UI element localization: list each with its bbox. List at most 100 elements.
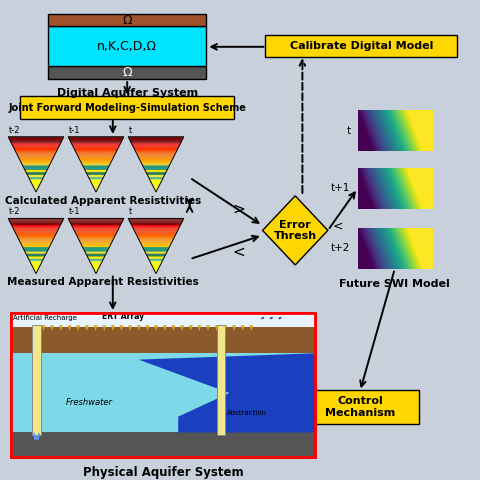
- Polygon shape: [26, 254, 46, 256]
- Bar: [48, 26, 206, 66]
- Polygon shape: [78, 237, 114, 238]
- Text: Calculated Apparent Resistivities: Calculated Apparent Resistivities: [5, 196, 201, 206]
- Polygon shape: [150, 262, 162, 263]
- Polygon shape: [20, 241, 52, 243]
- Text: t-2: t-2: [9, 207, 20, 216]
- Polygon shape: [147, 256, 165, 257]
- Polygon shape: [80, 241, 112, 243]
- Polygon shape: [85, 170, 107, 171]
- Text: Freshwater: Freshwater: [65, 398, 112, 407]
- Polygon shape: [29, 259, 43, 260]
- Polygon shape: [77, 155, 115, 156]
- Polygon shape: [90, 180, 102, 181]
- Polygon shape: [77, 236, 115, 237]
- Bar: [216, 325, 225, 435]
- FancyBboxPatch shape: [301, 390, 419, 424]
- Polygon shape: [83, 248, 109, 249]
- Polygon shape: [189, 325, 192, 331]
- Polygon shape: [146, 172, 166, 173]
- Polygon shape: [140, 241, 172, 243]
- Polygon shape: [27, 174, 45, 176]
- Polygon shape: [142, 164, 170, 166]
- Polygon shape: [16, 234, 56, 235]
- Polygon shape: [32, 265, 40, 266]
- Polygon shape: [138, 156, 174, 158]
- Polygon shape: [132, 145, 180, 147]
- Polygon shape: [15, 232, 57, 233]
- Polygon shape: [145, 170, 167, 171]
- Polygon shape: [144, 249, 168, 251]
- Polygon shape: [95, 189, 97, 190]
- Polygon shape: [72, 226, 120, 227]
- Polygon shape: [29, 179, 43, 180]
- Polygon shape: [128, 218, 184, 219]
- Polygon shape: [35, 270, 37, 271]
- Polygon shape: [154, 269, 158, 270]
- Polygon shape: [82, 246, 110, 247]
- Polygon shape: [94, 269, 98, 270]
- Polygon shape: [94, 188, 98, 189]
- Polygon shape: [12, 144, 60, 145]
- Polygon shape: [68, 325, 72, 331]
- Polygon shape: [16, 152, 56, 154]
- Polygon shape: [74, 230, 118, 232]
- Polygon shape: [142, 163, 170, 164]
- Polygon shape: [82, 245, 110, 246]
- Polygon shape: [24, 168, 48, 169]
- Polygon shape: [9, 219, 63, 221]
- Polygon shape: [23, 166, 49, 167]
- Polygon shape: [163, 325, 167, 331]
- Polygon shape: [68, 218, 124, 219]
- Polygon shape: [135, 233, 177, 234]
- Polygon shape: [94, 325, 97, 331]
- Polygon shape: [33, 325, 37, 331]
- Polygon shape: [18, 156, 54, 158]
- Polygon shape: [28, 177, 44, 180]
- Polygon shape: [81, 161, 111, 162]
- Polygon shape: [135, 150, 177, 151]
- Polygon shape: [93, 268, 99, 269]
- Text: Joint Forward Modeling-Simulation Scheme: Joint Forward Modeling-Simulation Scheme: [8, 103, 246, 112]
- Polygon shape: [151, 182, 161, 183]
- Polygon shape: [79, 240, 113, 241]
- Polygon shape: [30, 180, 42, 181]
- Polygon shape: [153, 185, 159, 187]
- Text: Physical Aquifer System: Physical Aquifer System: [83, 466, 243, 479]
- Polygon shape: [30, 263, 42, 264]
- Polygon shape: [88, 177, 104, 178]
- Polygon shape: [80, 160, 112, 161]
- Polygon shape: [75, 151, 117, 152]
- Polygon shape: [95, 190, 97, 191]
- Polygon shape: [81, 243, 111, 244]
- Polygon shape: [143, 167, 169, 168]
- Polygon shape: [143, 166, 169, 170]
- Polygon shape: [73, 147, 119, 148]
- Polygon shape: [22, 164, 50, 166]
- Polygon shape: [32, 183, 40, 184]
- Polygon shape: [155, 189, 157, 190]
- Polygon shape: [15, 151, 57, 152]
- Polygon shape: [129, 139, 183, 140]
- Polygon shape: [23, 166, 49, 170]
- Polygon shape: [141, 243, 171, 244]
- Polygon shape: [35, 190, 37, 191]
- Polygon shape: [17, 236, 55, 237]
- Polygon shape: [19, 158, 53, 159]
- Text: Calibrate Digital Model: Calibrate Digital Model: [289, 41, 433, 50]
- Polygon shape: [88, 259, 104, 261]
- Polygon shape: [90, 262, 102, 263]
- Polygon shape: [78, 156, 114, 158]
- Text: Abstraction: Abstraction: [227, 409, 266, 416]
- Polygon shape: [129, 219, 183, 221]
- Polygon shape: [93, 267, 99, 268]
- Polygon shape: [29, 260, 43, 262]
- Text: Ω: Ω: [122, 14, 132, 27]
- Polygon shape: [83, 247, 109, 252]
- Polygon shape: [136, 235, 176, 236]
- Polygon shape: [141, 161, 171, 162]
- Polygon shape: [86, 172, 106, 173]
- Polygon shape: [19, 159, 53, 160]
- Polygon shape: [146, 172, 166, 175]
- Polygon shape: [152, 183, 160, 184]
- Polygon shape: [148, 177, 164, 178]
